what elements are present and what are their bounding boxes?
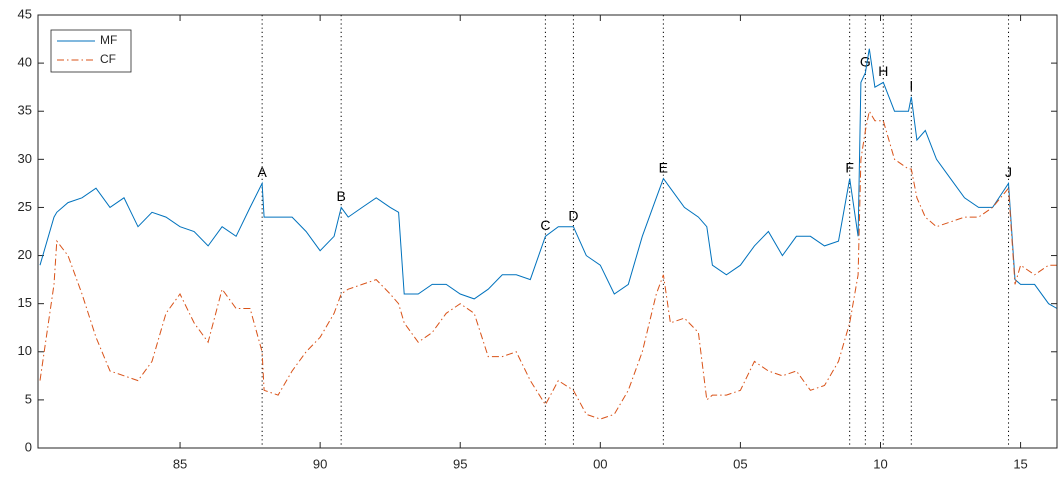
event-label: E: [659, 159, 668, 175]
x-tick-label: 85: [173, 456, 187, 471]
x-tick-label: 00: [593, 456, 607, 471]
event-label: C: [540, 217, 550, 233]
event-label: F: [845, 159, 854, 175]
legend-label: CF: [100, 52, 116, 66]
event-label: H: [878, 63, 888, 79]
event-label: G: [860, 53, 871, 69]
event-label: A: [257, 164, 267, 180]
y-tick-label: 20: [18, 247, 32, 262]
y-tick-label: 40: [18, 55, 32, 70]
event-label: B: [336, 188, 345, 204]
x-tick-label: 10: [873, 456, 887, 471]
event-label: D: [568, 207, 578, 223]
x-tick-label: 95: [453, 456, 467, 471]
y-tick-label: 10: [18, 343, 32, 358]
legend-box: [50, 29, 132, 73]
x-tick-label: 15: [1013, 456, 1027, 471]
series-line: [39, 109, 1057, 420]
y-tick-label: 35: [18, 103, 32, 118]
event-label: J: [1005, 164, 1012, 180]
series-line: [39, 48, 1058, 309]
y-tick-label: 30: [18, 151, 32, 166]
y-tick-label: 5: [25, 391, 32, 406]
x-tick-label: 90: [313, 456, 327, 471]
legend-label: MF: [100, 33, 117, 47]
event-label: I: [909, 77, 913, 93]
y-tick-label: 45: [18, 6, 32, 21]
plot-frame: [37, 14, 1058, 449]
x-tick-label: 05: [733, 456, 747, 471]
y-tick-label: 0: [25, 439, 32, 454]
y-tick-label: 15: [18, 295, 32, 310]
y-tick-label: 25: [18, 199, 32, 214]
